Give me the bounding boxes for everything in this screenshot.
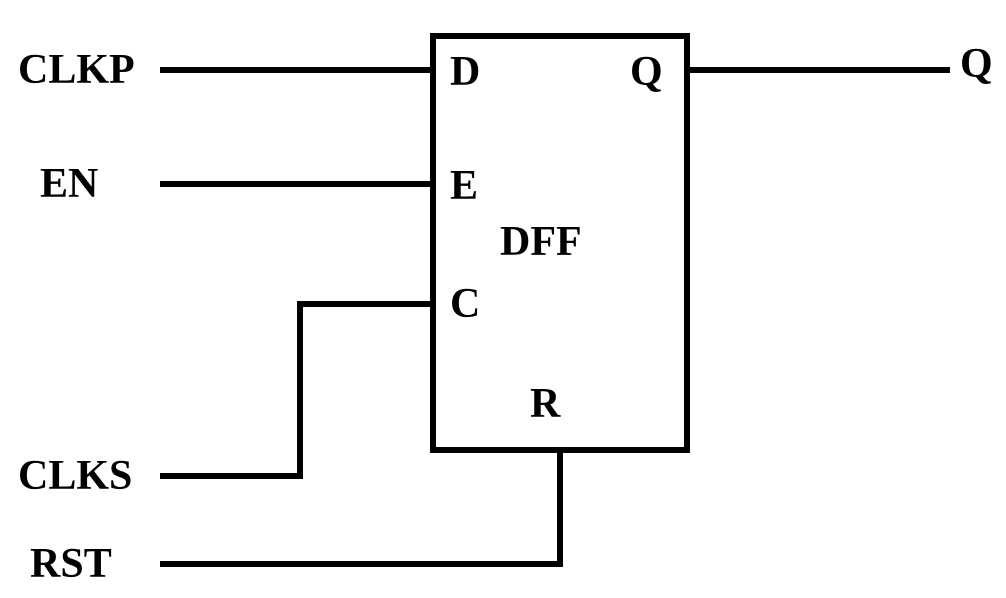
- wire-clks-seg3: [297, 301, 430, 307]
- wire-rst-seg2: [557, 453, 563, 567]
- signal-label-en: EN: [40, 160, 98, 208]
- box-border: [430, 33, 436, 453]
- box-border: [684, 33, 690, 453]
- pin-label-e: E: [450, 162, 478, 210]
- pin-label-r: R: [530, 380, 560, 428]
- pin-label-q: Q: [630, 48, 663, 96]
- signal-label-q: Q: [960, 40, 993, 88]
- component-name-label: DFF: [500, 218, 582, 266]
- signal-label-clkp: CLKP: [18, 46, 135, 94]
- wire-rst-seg1: [160, 561, 563, 567]
- box-border: [430, 33, 690, 39]
- wire-clkp: [160, 67, 430, 73]
- wire-clks-seg2: [297, 304, 303, 479]
- wire-en: [160, 181, 430, 187]
- pin-label-c: C: [450, 280, 480, 328]
- wire-clks-seg1: [160, 473, 303, 479]
- signal-label-rst: RST: [30, 540, 112, 588]
- signal-label-clks: CLKS: [18, 452, 132, 500]
- wire-q: [690, 67, 950, 73]
- pin-label-d: D: [450, 48, 480, 96]
- diagram-canvas: D E C Q R DFF CLKP EN CLKS RST Q: [0, 0, 1006, 598]
